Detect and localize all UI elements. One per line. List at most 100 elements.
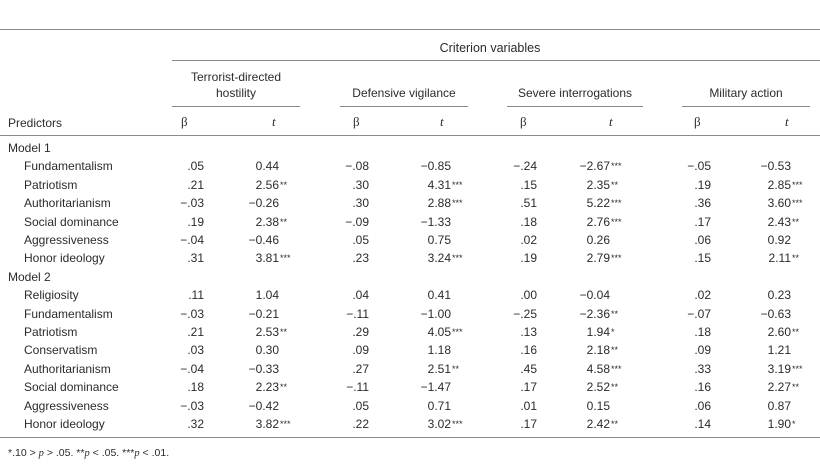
significance-stars: *** xyxy=(452,253,463,264)
cell-number: 0.41 xyxy=(427,288,451,303)
beta-value: .32 xyxy=(144,417,204,431)
cell-number: −0.85 xyxy=(420,159,451,174)
beta-value: −.08 xyxy=(309,159,369,173)
cell-number: 2.43 xyxy=(767,214,791,229)
cell-number: 0.87 xyxy=(767,398,791,413)
cell-number: −0.63 xyxy=(760,306,791,321)
cell-number: .09 xyxy=(694,343,711,358)
beta-value: −.11 xyxy=(309,380,369,394)
cell-number: 2.18 xyxy=(586,343,610,358)
cell-number: 3.60 xyxy=(767,196,791,211)
significance-stars: ** xyxy=(452,363,460,374)
model-label: Model 1 xyxy=(8,141,51,155)
cell-number: 2.56 xyxy=(255,177,279,192)
criterion-3-rule xyxy=(507,106,643,107)
t-value: 2.18 xyxy=(550,343,610,357)
cell-number: −0.04 xyxy=(579,288,610,303)
predictor-label: Aggressiveness xyxy=(24,233,109,247)
significance-stars: *** xyxy=(611,161,622,172)
significance-stars: *** xyxy=(611,216,622,227)
cell-number: .04 xyxy=(352,288,369,303)
t-value: 2.60 xyxy=(731,325,791,339)
cell-number: 4.58 xyxy=(586,361,610,376)
beta-value: −.09 xyxy=(309,215,369,229)
significance-stars: *** xyxy=(452,327,463,337)
t-value: 2.23 xyxy=(219,380,279,394)
significance-stars: ** xyxy=(280,179,288,190)
beta-value: .36 xyxy=(651,196,711,210)
cell-number: −0.21 xyxy=(248,306,279,321)
cell-number: 2.23 xyxy=(255,380,279,395)
t-value: 1.04 xyxy=(219,288,279,302)
beta-value: .13 xyxy=(477,325,537,339)
predictor-label: Fundamentalism xyxy=(24,159,113,174)
cell-number: 4.31 xyxy=(427,177,451,192)
predictor-label: Patriotism xyxy=(24,177,78,192)
cell-number: .19 xyxy=(694,177,711,192)
beta-value: .18 xyxy=(144,380,204,394)
beta-value: .18 xyxy=(651,325,711,339)
t-value: −0.26 xyxy=(219,196,279,210)
model-label: Model 2 xyxy=(8,269,51,284)
beta-value: −.11 xyxy=(309,307,369,321)
beta-value: .11 xyxy=(144,288,204,302)
criterion-header-4: Military action xyxy=(709,86,783,100)
cell-number: −.24 xyxy=(513,159,537,174)
cell-number: −0.53 xyxy=(760,159,791,174)
cell-number: .05 xyxy=(352,233,369,247)
cell-number: 1.90 xyxy=(767,417,791,431)
predictors-header: Predictors xyxy=(8,116,63,130)
beta-header-1: β xyxy=(181,114,188,129)
t-value: −0.33 xyxy=(219,362,279,376)
significance-stars: *** xyxy=(792,198,803,209)
cell-number: .18 xyxy=(520,214,537,229)
cell-number: 1.21 xyxy=(767,343,791,358)
t-value: 2.11 xyxy=(731,251,791,265)
cell-number: .11 xyxy=(188,288,204,303)
cell-number: .45 xyxy=(520,361,537,376)
beta-value: .01 xyxy=(477,399,537,413)
bottom-rule xyxy=(0,437,820,438)
cell-number: 2.11 xyxy=(768,251,791,266)
cell-number: −.11 xyxy=(346,380,369,395)
t-value: 0.71 xyxy=(391,399,451,413)
significance-stars: ** xyxy=(792,216,800,227)
cell-number: −1.33 xyxy=(420,214,451,229)
cell-number: −.04 xyxy=(180,361,204,376)
t-value: 0.75 xyxy=(391,233,451,247)
cell-number: −.03 xyxy=(180,306,204,321)
t-value: −0.63 xyxy=(731,307,791,321)
t-value: −0.04 xyxy=(550,288,610,302)
t-value: 3.02 xyxy=(391,417,451,431)
cell-number: .17 xyxy=(520,380,537,395)
beta-value: .15 xyxy=(651,251,711,265)
predictor-label: Honor ideology xyxy=(24,417,105,431)
cell-number: .15 xyxy=(520,177,537,192)
cell-number: .05 xyxy=(187,159,204,174)
t-value: −1.47 xyxy=(391,380,451,394)
cell-number: 0.30 xyxy=(255,343,279,358)
beta-value: .00 xyxy=(477,288,537,302)
t-value: 1.94 xyxy=(550,325,610,339)
t-value: 3.81 xyxy=(219,251,279,265)
predictor-label: Conservatism xyxy=(24,343,98,358)
cell-number: .18 xyxy=(187,380,204,395)
t-value: 1.21 xyxy=(731,343,791,357)
cell-number: 1.18 xyxy=(427,343,451,358)
cell-number: −.07 xyxy=(687,306,711,321)
t-value: −0.21 xyxy=(219,307,279,321)
beta-value: .51 xyxy=(477,196,537,210)
beta-value: .22 xyxy=(309,417,369,431)
beta-value: .23 xyxy=(309,251,369,265)
cell-number: 0.23 xyxy=(767,288,791,303)
predictor-label: Aggressiveness xyxy=(24,398,109,413)
cell-number: .01 xyxy=(520,398,537,413)
cell-number: .17 xyxy=(520,417,537,431)
significance-stars: ** xyxy=(280,327,288,337)
t-value: −2.36 xyxy=(550,307,610,321)
cell-number: −1.00 xyxy=(420,306,451,321)
cell-number: 3.19 xyxy=(767,361,791,376)
footnote: *.10 > p > .05. **p < .05. ***p < .01. xyxy=(8,447,169,459)
cell-number: .19 xyxy=(520,251,537,266)
significance-stars: ** xyxy=(792,253,800,264)
